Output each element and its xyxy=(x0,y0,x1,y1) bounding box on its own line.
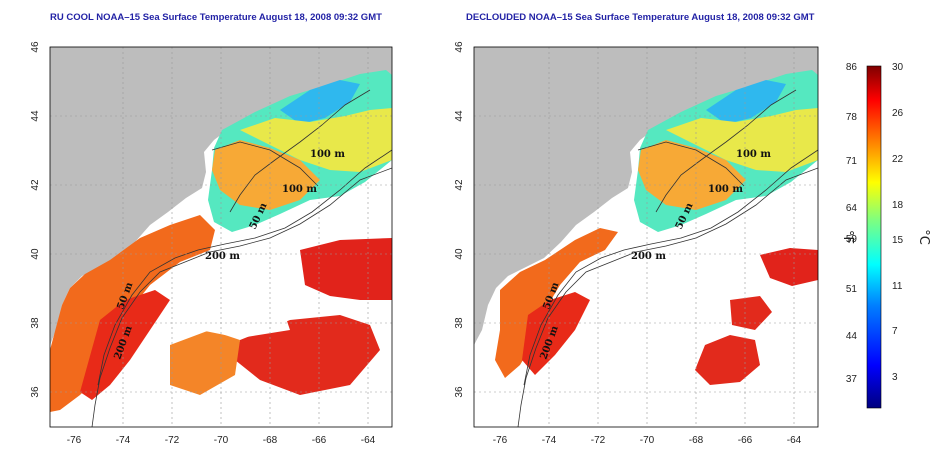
isobath-200m xyxy=(517,167,818,427)
right-map-panel: 100 m 100 m 50 m 200 m 50 m 200 m 46 44 … xyxy=(454,41,819,446)
fahrenheit-tick-label: 71 xyxy=(846,156,858,167)
lon-tick-label: -74 xyxy=(542,435,557,446)
sst-offshore-red-east xyxy=(760,248,818,286)
colorbar-fahrenheit-ticks: 86 78 71 64 59 51 44 37 xyxy=(846,62,858,385)
lat-tick-label: 42 xyxy=(30,179,41,191)
isobath-label: 200 m xyxy=(631,251,666,262)
lat-tick-label: 36 xyxy=(454,386,465,398)
lon-tick-label: -76 xyxy=(493,435,508,446)
sst-yellow-band xyxy=(666,108,818,172)
sst-gulfstream-red xyxy=(522,292,590,375)
fahrenheit-tick-label: 64 xyxy=(846,203,858,214)
land-mass xyxy=(474,47,818,345)
lat-tick-label: 40 xyxy=(30,248,41,260)
lon-tick-label: -68 xyxy=(689,435,704,446)
sst-bay-cold xyxy=(706,80,786,124)
isobath-label: 100 m xyxy=(282,184,317,195)
lon-tick-label: -66 xyxy=(738,435,753,446)
isobath-100m xyxy=(97,149,392,386)
left-map-panel: 100 m 100 m 50 m 200 m 50 m 200 m 46 44 … xyxy=(30,41,393,446)
lon-tick-label: -74 xyxy=(116,435,131,446)
isobath-label: 100 m xyxy=(708,184,743,195)
colorbar: 86 78 71 64 59 51 44 37 30 26 22 18 15 1… xyxy=(840,62,931,409)
sst-yellow-band xyxy=(240,108,392,172)
lat-tick-label: 42 xyxy=(454,179,465,191)
fahrenheit-unit-label: °F xyxy=(840,230,855,244)
isobath-200m xyxy=(91,167,392,427)
lat-lon-grid xyxy=(474,47,818,427)
sst-georges-warm xyxy=(638,140,746,210)
lat-tick-label: 40 xyxy=(454,248,465,260)
land-mass xyxy=(50,47,392,345)
celsius-tick-label: 22 xyxy=(892,154,904,165)
sst-offshore-orange xyxy=(170,330,240,395)
lat-tick-label: 38 xyxy=(30,317,41,329)
isobath-100m xyxy=(523,149,818,386)
lon-tick-label: -70 xyxy=(214,435,229,446)
left-lat-ticks: 46 44 42 40 38 36 xyxy=(30,41,41,398)
fahrenheit-tick-label: 78 xyxy=(846,112,858,123)
right-panel-title: DECLOUDED NOAA–15 Sea Surface Temperatur… xyxy=(466,12,815,23)
lat-tick-label: 46 xyxy=(454,41,465,53)
celsius-tick-label: 18 xyxy=(892,200,904,211)
lon-tick-label: -64 xyxy=(361,435,376,446)
right-lon-ticks: -76 -74 -72 -70 -68 -66 -64 xyxy=(493,435,802,446)
left-panel-title: RU COOL NOAA–15 Sea Surface Temperature … xyxy=(50,12,382,23)
sst-offshore-red-mid xyxy=(730,296,772,330)
left-map-frame xyxy=(49,46,393,428)
isobath-label: 100 m xyxy=(736,149,771,160)
fahrenheit-tick-label: 44 xyxy=(846,331,858,342)
lat-tick-label: 46 xyxy=(30,41,41,53)
fahrenheit-tick-label: 51 xyxy=(846,284,858,295)
celsius-unit-label: °C xyxy=(916,229,931,245)
right-map-frame xyxy=(473,46,819,428)
lat-tick-label: 44 xyxy=(30,110,41,122)
lat-tick-label: 44 xyxy=(454,110,465,122)
left-lon-ticks: -76 -74 -72 -70 -68 -66 -64 xyxy=(67,435,376,446)
lon-tick-label: -64 xyxy=(787,435,802,446)
lon-tick-label: -66 xyxy=(312,435,327,446)
sst-offshore-red-south xyxy=(695,335,760,385)
celsius-tick-label: 3 xyxy=(892,372,898,383)
celsius-tick-label: 26 xyxy=(892,108,904,119)
colorbar-celsius-ticks: 30 26 22 18 15 11 7 3 xyxy=(892,62,904,383)
celsius-tick-label: 30 xyxy=(892,62,904,73)
sst-cloud-patch xyxy=(165,285,290,338)
sst-georges-warm xyxy=(212,140,320,210)
celsius-tick-label: 7 xyxy=(892,326,898,337)
fahrenheit-tick-label: 86 xyxy=(846,62,858,73)
lat-tick-label: 38 xyxy=(454,317,465,329)
lon-tick-label: -76 xyxy=(67,435,82,446)
sst-offshore-red-south xyxy=(235,315,380,395)
lat-lon-grid xyxy=(50,47,392,427)
fahrenheit-tick-label: 59 xyxy=(846,234,858,245)
isobath-label: 100 m xyxy=(310,149,345,160)
sst-offshore-red-east xyxy=(300,238,392,300)
sst-bay-cold xyxy=(280,80,360,124)
lon-tick-label: -72 xyxy=(591,435,606,446)
lat-tick-label: 36 xyxy=(30,386,41,398)
right-lat-ticks: 46 44 42 40 38 36 xyxy=(454,41,465,398)
isobath-label: 200 m xyxy=(205,251,240,262)
isobath-50m xyxy=(211,89,371,213)
celsius-tick-label: 15 xyxy=(892,235,904,246)
colorbar-gradient xyxy=(866,65,882,409)
isobath-50m xyxy=(637,89,797,213)
sst-gulfstream-red xyxy=(80,290,170,400)
lon-tick-label: -72 xyxy=(165,435,180,446)
fahrenheit-tick-label: 37 xyxy=(846,374,858,385)
lon-tick-label: -68 xyxy=(263,435,278,446)
lon-tick-label: -70 xyxy=(640,435,655,446)
celsius-tick-label: 11 xyxy=(892,281,903,292)
